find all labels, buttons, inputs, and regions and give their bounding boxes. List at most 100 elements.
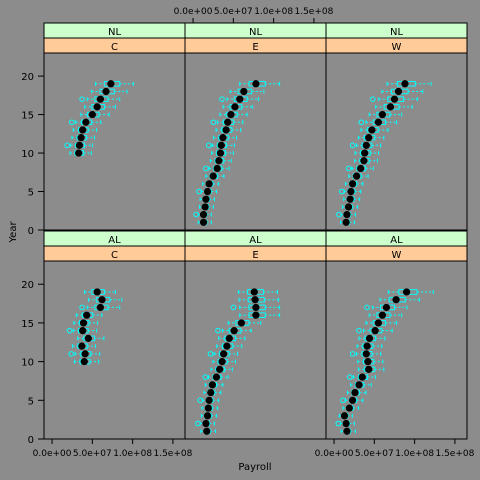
median-point: [93, 103, 101, 111]
outlier-point: [197, 397, 203, 404]
outlier-point: [358, 119, 365, 126]
median-point: [220, 350, 228, 358]
outlier-point: [230, 304, 237, 311]
median-point: [251, 296, 259, 304]
median-point: [371, 327, 379, 335]
strip-league-label: NL: [249, 27, 262, 38]
median-point: [216, 365, 224, 373]
strip-league-label: NL: [108, 27, 121, 38]
y-tick-label: 5: [28, 188, 34, 199]
median-point: [225, 334, 233, 342]
strip-division-label: W: [392, 42, 402, 53]
outlier-point: [369, 96, 376, 102]
median-point: [368, 126, 376, 134]
outlier-point: [203, 165, 209, 172]
median-point: [358, 373, 366, 381]
median-point: [365, 134, 373, 142]
x-tick-label: 5.0e+07: [355, 449, 394, 459]
median-point: [231, 103, 239, 111]
median-point: [199, 211, 208, 219]
median-point: [252, 303, 260, 312]
outlier-point: [69, 119, 75, 126]
outlier-point: [335, 420, 342, 427]
median-point: [203, 427, 211, 435]
median-point: [362, 141, 370, 149]
median-point: [215, 157, 223, 165]
median-point: [217, 141, 225, 149]
median-point: [82, 118, 90, 126]
y-tick-label: 0: [28, 226, 34, 237]
x-tick-label-top: 0.0e+00: [174, 7, 213, 17]
y-axis-title: Year: [8, 221, 19, 244]
median-point: [201, 203, 209, 211]
median-point: [230, 327, 238, 335]
x-tick-label: 0.0e+00: [33, 449, 72, 459]
panel-frame: [184, 52, 327, 231]
median-point: [401, 80, 409, 88]
strip-league-label: AL: [390, 235, 403, 246]
median-point: [365, 334, 374, 342]
median-point: [78, 342, 86, 350]
median-point: [81, 350, 89, 358]
outlier-point: [202, 374, 209, 380]
outlier-point: [215, 327, 221, 334]
outlier-point: [364, 304, 370, 311]
median-point: [107, 80, 115, 88]
median-point: [93, 288, 101, 296]
median-point: [250, 288, 258, 296]
median-point: [360, 157, 368, 165]
median-point: [390, 95, 399, 103]
strip-division-label: C: [111, 42, 118, 53]
median-point: [98, 296, 106, 304]
x-tick-label-top: 1.0e+08: [254, 7, 293, 17]
median-point: [351, 388, 359, 397]
median-point: [343, 211, 351, 219]
strip-league-label: AL: [249, 235, 262, 246]
median-point: [224, 118, 232, 126]
median-point: [252, 80, 260, 88]
median-point: [208, 381, 216, 389]
median-point: [79, 126, 87, 134]
median-point: [205, 396, 213, 404]
median-point: [357, 164, 365, 173]
panel-frame: [184, 260, 327, 440]
median-point: [392, 296, 400, 304]
median-point: [219, 134, 227, 142]
strip-division-label: E: [252, 42, 258, 53]
strip-division-label: W: [392, 250, 402, 261]
outlier-point: [336, 211, 342, 218]
median-point: [218, 358, 226, 366]
median-point: [346, 195, 354, 203]
y-tick-label: 10: [21, 358, 34, 369]
median-point: [204, 404, 212, 412]
panel-frame: [43, 52, 186, 231]
x-tick-label: 1.0e+08: [395, 449, 434, 459]
median-point: [342, 419, 350, 428]
median-point: [207, 388, 215, 397]
median-point: [394, 87, 403, 96]
median-point: [342, 218, 350, 226]
median-point: [84, 334, 92, 342]
panel-frame: [325, 52, 468, 231]
x-tick-label-top: 5.0e+07: [214, 7, 253, 17]
median-point: [240, 87, 248, 96]
median-point: [75, 149, 83, 157]
outlier-point: [349, 351, 356, 357]
y-tick-label: 15: [21, 111, 34, 122]
x-tick-label: 5.0e+07: [73, 449, 112, 459]
median-point: [223, 342, 231, 350]
outlier-point: [356, 327, 362, 334]
median-point: [96, 95, 104, 103]
median-point: [203, 412, 212, 420]
median-point: [199, 218, 208, 226]
median-point: [205, 180, 213, 188]
outlier-point: [210, 119, 217, 126]
outlier-point: [68, 351, 75, 357]
median-point: [237, 319, 245, 327]
median-point: [353, 172, 361, 180]
median-point: [216, 149, 225, 157]
outlier-point: [79, 304, 85, 311]
median-point: [79, 327, 87, 335]
median-point: [96, 303, 104, 312]
